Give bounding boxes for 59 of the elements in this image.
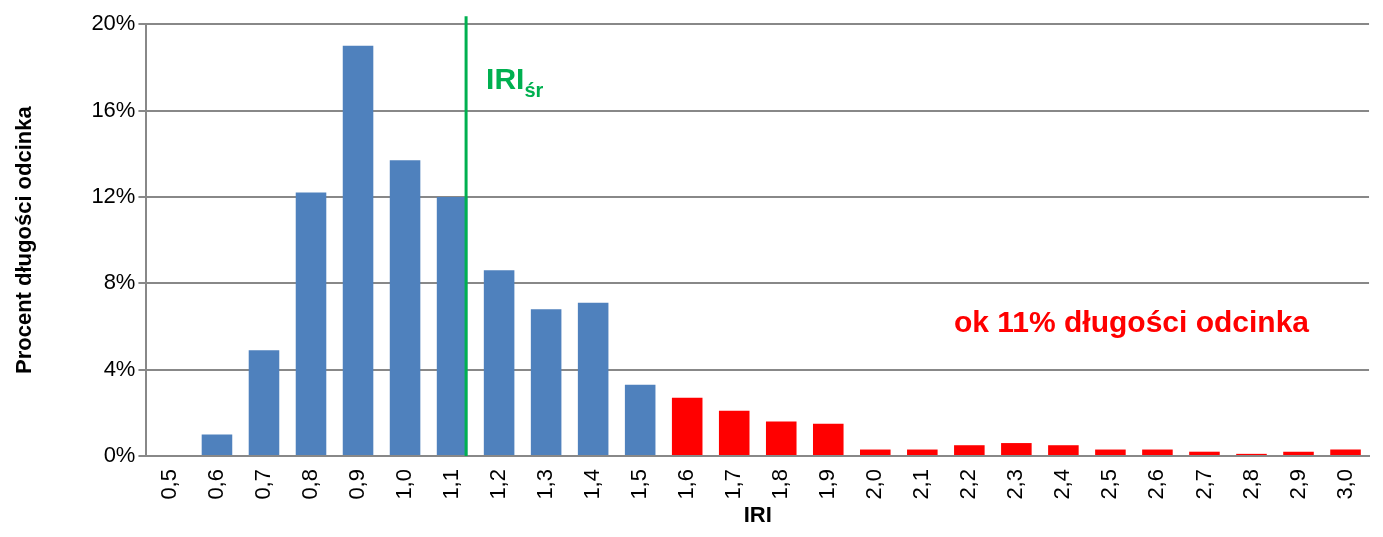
bar (342, 45, 374, 456)
x-tick-label: 2,4 (1049, 469, 1075, 500)
annotation: ok 11% długości odcinka (953, 305, 1310, 339)
x-tick-label: 0,7 (250, 469, 276, 500)
x-tick-label: 1,9 (814, 469, 840, 500)
x-tick-label: 1,7 (720, 469, 746, 500)
x-tick-label: 1,4 (579, 469, 605, 500)
bar (860, 449, 891, 456)
bar (1048, 445, 1079, 456)
x-tick-label: 2,7 (1190, 469, 1216, 500)
bar (1189, 451, 1220, 456)
bar (577, 302, 609, 456)
x-tick-label: 2,3 (1002, 469, 1028, 500)
bar (295, 192, 327, 456)
x-tick-label: 2,5 (1096, 469, 1122, 500)
bar (907, 449, 938, 456)
x-tick-label: 1,0 (391, 469, 417, 500)
x-tick-label: 0,6 (203, 469, 229, 500)
x-tick-label: 0,9 (344, 469, 370, 500)
y-tick-label: 20% (91, 10, 136, 36)
x-tick-label: 1,8 (767, 469, 793, 500)
x-tick-label: 2,9 (1284, 469, 1310, 500)
x-tick-label: 1,2 (485, 469, 511, 500)
x-tick-label: 2,0 (861, 469, 887, 500)
bar (1283, 451, 1314, 456)
x-tick-label: 1,3 (532, 469, 558, 500)
bar (1095, 449, 1126, 456)
bar (248, 350, 280, 456)
bar (624, 384, 656, 456)
x-axis-title: IRI (743, 501, 772, 527)
y-tick-label: 12% (91, 182, 136, 208)
bar (765, 421, 797, 456)
y-tick-label: 8% (103, 269, 136, 295)
bar (1001, 443, 1032, 456)
y-tick-label: 16% (91, 96, 136, 122)
bar (1330, 449, 1361, 456)
x-tick-label: 0,5 (156, 469, 182, 500)
bar (718, 410, 750, 456)
x-tick-label: 1,6 (673, 469, 699, 500)
bar (530, 309, 562, 456)
x-tick-label: 3,0 (1331, 469, 1357, 500)
bar (389, 160, 421, 456)
bar (671, 397, 703, 456)
x-tick-label: 2,1 (908, 469, 934, 500)
y-tick-label: 4% (103, 355, 136, 381)
y-axis-title: Procent długości odcinka (11, 105, 37, 374)
bar (201, 434, 233, 456)
x-tick-label: 2,8 (1237, 469, 1263, 500)
x-tick-label: 2,2 (955, 469, 981, 500)
x-tick-label: 2,6 (1143, 469, 1169, 500)
x-tick-label: 0,8 (297, 469, 323, 500)
bar (812, 423, 844, 456)
bar (954, 445, 985, 456)
bar (436, 196, 468, 456)
x-tick-label: 1,1 (438, 469, 464, 500)
y-tick-label: 0% (103, 442, 136, 468)
x-tick-label: 1,5 (626, 469, 652, 500)
bar (1142, 449, 1173, 456)
bar (483, 270, 515, 456)
